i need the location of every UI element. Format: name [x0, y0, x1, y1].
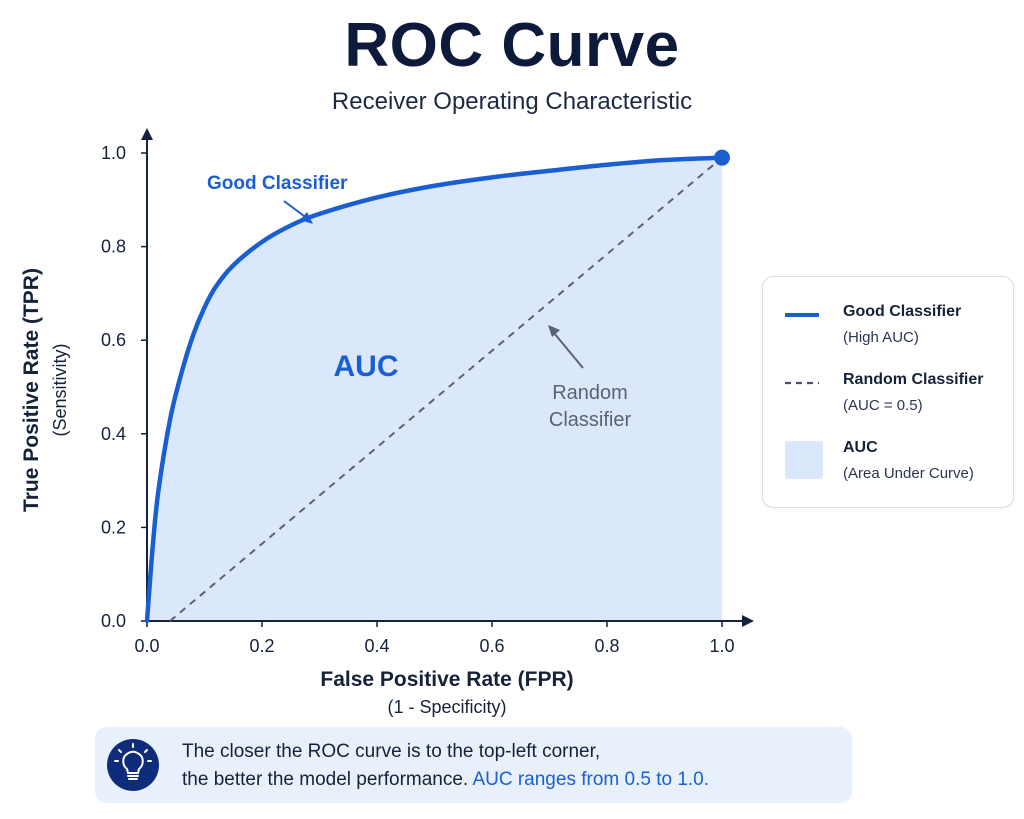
x-tick-label: 0.0 [134, 636, 159, 656]
good-classifier-arrowhead [300, 212, 313, 224]
random-classifier-annotation: Classifier [549, 409, 632, 431]
chart-title: ROC Curve [344, 11, 680, 80]
callout-text-line1: The closer the ROC curve is to the top-l… [182, 741, 601, 762]
good-classifier-annotation: Good Classifier [207, 173, 348, 194]
dashed-line-icon [785, 381, 819, 385]
auc-label: AUC [334, 350, 399, 383]
x-axis-arrow [742, 615, 754, 627]
lightbulb-icon [107, 739, 159, 791]
good-classifier-curve [144, 155, 725, 624]
random-classifier-arrow [553, 332, 584, 369]
y-tick-label: 0.0 [101, 611, 126, 631]
random-classifier-arrowhead [548, 325, 560, 337]
random-classifier-line [169, 156, 723, 622]
roc-chart: 0.0 0.2 0.4 0.6 0.8 1.0 0.0 0.2 0.4 0.6 0.8 1.0 Fals… [20, 128, 754, 717]
legend-label: Good Classifier [843, 303, 962, 320]
legend-note: (AUC = 0.5) [843, 397, 923, 414]
insight-callout: The closer the ROC curve is to the top-l… [95, 727, 852, 803]
x-axis-label: False Positive Rate (FPR) [320, 668, 573, 691]
y-tick-label: 0.6 [101, 330, 126, 350]
legend-label: Random Classifier [843, 371, 984, 388]
endpoint-marker [714, 149, 730, 166]
callout-text-plain: the better the model performance. [182, 769, 469, 790]
x-tick-label: 1.0 [709, 636, 734, 656]
callout-text-line2: the better the model performance. AUC ra… [182, 769, 709, 791]
random-classifier-annotation: Random [552, 382, 628, 404]
filled-square-icon [785, 441, 823, 479]
solid-line-icon [785, 313, 819, 317]
y-axis-label: True Positive Rate (TPR) [20, 268, 43, 512]
y-tick-label: 0.4 [101, 424, 126, 444]
y-axis-arrow [141, 128, 153, 140]
y-tick-label: 0.8 [101, 237, 126, 257]
y-tick-label: 0.2 [101, 517, 126, 537]
x-tick-label: 0.2 [249, 636, 274, 656]
chart-subtitle: Receiver Operating Characteristic [331, 88, 693, 115]
legend: Good Classifier (High AUC) Random Classi… [762, 276, 1014, 508]
x-tick-label: 0.4 [364, 636, 389, 656]
x-tick-label: 0.8 [594, 636, 619, 656]
auc-area [147, 157, 722, 621]
legend-note: (High AUC) [843, 329, 919, 346]
legend-note: (Area Under Curve) [843, 465, 974, 482]
legend-label: AUC [843, 439, 878, 456]
y-tick-label: 1.0 [101, 143, 126, 163]
x-tick-label: 0.6 [479, 636, 504, 656]
callout-text-highlight: AUC ranges from 0.5 to 1.0. [472, 769, 710, 790]
x-axis-sublabel: (1 - Specificity) [387, 697, 506, 717]
y-axis-sublabel: (Sensitivity) [50, 343, 70, 436]
